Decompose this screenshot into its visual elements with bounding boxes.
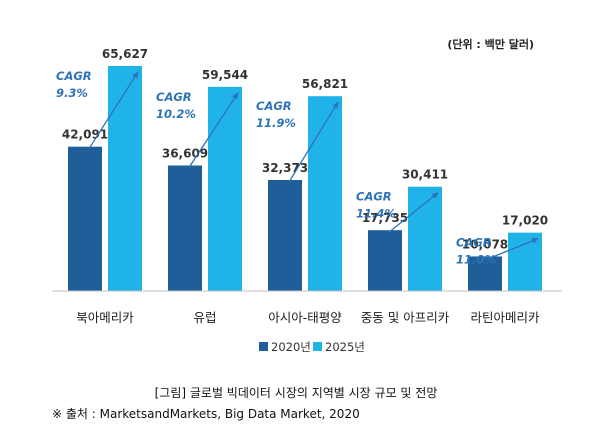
cagr-line-5-1: CAGR: [456, 236, 492, 250]
cagr-label-4: CAGR 11.4%: [356, 190, 396, 221]
category-label-2: 유럽: [193, 310, 216, 325]
category-label-3: 아시아-태평양: [268, 310, 342, 325]
source-note: ※ 출처 : MarketsandMarkets, Big Data Marke…: [52, 407, 360, 421]
bar-2020-5: [468, 256, 502, 291]
category-label-5: 라틴아메리카: [470, 310, 540, 325]
cagr-arrow-1: [88, 71, 139, 150]
bar-2020-3: [268, 180, 302, 291]
value-label-2020-3: 32,373: [262, 161, 308, 175]
cagr-label-5: CAGR 11.0%: [456, 236, 496, 267]
value-label-2025-3: 56,821: [302, 77, 348, 91]
bar-2025-3: [308, 96, 342, 292]
cagr-arrow-4: [388, 192, 439, 233]
cagr-line-5-2: 11.0%: [456, 253, 496, 267]
value-label-2020-5: 10,078: [462, 237, 508, 251]
cagr-line-2-1: CAGR: [156, 90, 192, 104]
legend-label-1: 2020년: [271, 340, 311, 354]
legend-swatch-2: [313, 342, 322, 351]
value-label-2020-1: 42,091: [62, 128, 108, 142]
cagr-label-2: CAGR 10.2%: [156, 90, 196, 121]
cagr-line-3-2: 11.9%: [256, 116, 296, 130]
cagr-line-1-2: 9.3%: [56, 86, 88, 100]
legend-label-2: 2025년: [325, 340, 365, 354]
cagr-line-4-2: 11.4%: [356, 207, 396, 221]
category-label-4: 중동 및 아프리카: [361, 310, 450, 325]
cagr-label-1: CAGR 9.3%: [56, 69, 92, 100]
unit-label: (단위 : 백만 달러): [447, 37, 534, 51]
legend: 2020년 2025년: [259, 340, 365, 354]
cagr-arrow-2: [188, 92, 239, 168]
cagr-line-3-1: CAGR: [256, 99, 292, 113]
bar-2025-5: [508, 232, 542, 291]
value-label-2025-1: 65,627: [102, 47, 148, 61]
value-label-2025-2: 59,544: [202, 68, 248, 82]
cagr-arrow-5: [488, 238, 539, 260]
bar-2020-4: [368, 230, 402, 291]
figure-caption: [그림] 글로벌 빅데이터 시장의 지역별 시장 규모 및 전망: [155, 386, 438, 400]
category-label-1: 북아메리카: [76, 310, 134, 325]
cagr-line-2-2: 10.2%: [156, 107, 196, 121]
category-labels: 북아메리카 유럽 아시아-태평양 중동 및 아프리카 라틴아메리카: [76, 310, 540, 325]
cagr-line-1-1: CAGR: [56, 69, 92, 83]
cagr-line-4-1: CAGR: [356, 190, 392, 204]
bar-2020-1: [68, 146, 102, 291]
bar-2020-2: [168, 165, 202, 291]
value-label-2025-4: 30,411: [402, 168, 448, 182]
bar-2025-4: [408, 186, 442, 291]
bar-2025-1: [108, 66, 142, 291]
value-label-2020-4: 17,735: [362, 211, 408, 225]
cagr-arrow-3: [288, 101, 339, 183]
cagr-label-3: CAGR 11.9%: [256, 99, 296, 130]
bar-2025-2: [208, 86, 242, 291]
value-label-2025-5: 17,020: [502, 214, 548, 228]
legend-swatch-1: [259, 342, 268, 351]
